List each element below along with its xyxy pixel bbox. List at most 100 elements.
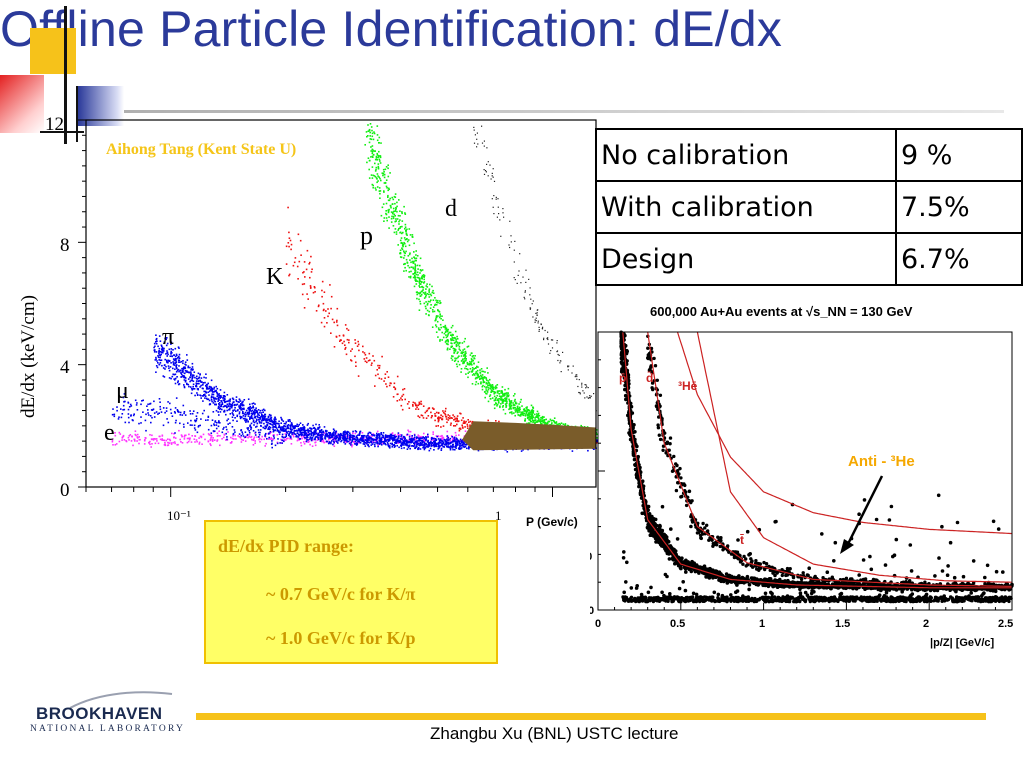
data-point-e bbox=[381, 442, 384, 445]
data-point-K bbox=[354, 355, 356, 358]
data-point-p bbox=[532, 416, 535, 419]
data-point-π bbox=[280, 426, 283, 428]
data-point-π bbox=[413, 439, 415, 441]
data-point-π bbox=[463, 446, 466, 448]
data-point-π bbox=[355, 442, 358, 444]
data-point-e bbox=[201, 443, 203, 445]
data-point-π bbox=[241, 401, 244, 404]
data-point-p bbox=[446, 347, 449, 350]
data-point-p bbox=[444, 331, 447, 333]
data-point-μ bbox=[213, 430, 216, 432]
data-point-e bbox=[334, 434, 337, 436]
data-point-p bbox=[536, 413, 538, 415]
data-point-π bbox=[396, 439, 398, 442]
data-point-π bbox=[155, 356, 157, 359]
data-point-p bbox=[412, 267, 415, 270]
data-point-π bbox=[333, 431, 335, 433]
data-point-π bbox=[571, 450, 574, 452]
data-point-π bbox=[258, 420, 261, 423]
data-point-K bbox=[424, 411, 427, 414]
data-point-p bbox=[439, 302, 442, 304]
data-point-π bbox=[316, 433, 319, 436]
data-point-K bbox=[458, 429, 461, 432]
data-point-π bbox=[457, 439, 460, 442]
data-point-π bbox=[226, 394, 229, 396]
data-point-e bbox=[352, 441, 355, 443]
data-point-π bbox=[203, 390, 205, 393]
data-point-e bbox=[161, 438, 163, 440]
data-point-π bbox=[369, 432, 372, 434]
data-point-π bbox=[350, 436, 352, 439]
data-point-p bbox=[496, 384, 499, 386]
data-point-π bbox=[239, 406, 241, 409]
data-point-e bbox=[154, 442, 157, 445]
data-point-μ bbox=[153, 416, 156, 418]
data-point-e bbox=[149, 440, 151, 443]
data-point-p bbox=[453, 348, 456, 350]
data-point-μ bbox=[269, 430, 272, 433]
data-point-π bbox=[390, 435, 393, 437]
data-point-p bbox=[399, 249, 402, 252]
data-point-π bbox=[273, 418, 275, 420]
data-point-π bbox=[178, 370, 180, 373]
data-point-π bbox=[406, 444, 409, 446]
data-point-K bbox=[420, 400, 422, 403]
data-point-π bbox=[367, 434, 369, 437]
data-point-K bbox=[455, 417, 457, 420]
data-point-π bbox=[283, 425, 285, 427]
data-point-e bbox=[454, 431, 457, 434]
data-point-π bbox=[428, 449, 431, 452]
data-point-p bbox=[417, 268, 419, 270]
data-point-e bbox=[351, 445, 353, 448]
data-point-e bbox=[211, 440, 214, 442]
data-point-π bbox=[402, 444, 405, 446]
data-point-K bbox=[344, 324, 347, 326]
data-point-π bbox=[271, 424, 274, 426]
data-point-π bbox=[400, 442, 403, 445]
data-point-p bbox=[424, 296, 427, 298]
data-point-π bbox=[272, 428, 274, 430]
data-point-p bbox=[439, 300, 441, 302]
data-point-e bbox=[247, 436, 249, 439]
data-point-μ bbox=[234, 417, 236, 419]
data-point-K bbox=[447, 419, 450, 421]
data-point-μ bbox=[217, 425, 220, 428]
data-point-μ bbox=[167, 421, 170, 424]
data-point-e bbox=[136, 433, 139, 436]
data-point-π bbox=[346, 432, 348, 435]
data-point-μ bbox=[244, 436, 246, 438]
data-point-π bbox=[416, 436, 418, 438]
data-point-e bbox=[188, 433, 190, 436]
data-point-p bbox=[441, 339, 443, 341]
data-point-μ bbox=[113, 413, 116, 416]
data-point-π bbox=[212, 391, 215, 393]
data-point-e bbox=[178, 429, 180, 432]
data-point-p bbox=[409, 275, 412, 278]
data-point-π bbox=[387, 436, 389, 438]
data-point-μ bbox=[127, 416, 130, 419]
data-point-π bbox=[218, 406, 220, 409]
data-point-p bbox=[465, 373, 467, 375]
data-point-K bbox=[414, 403, 417, 406]
data-point-e bbox=[111, 440, 114, 443]
data-point-π bbox=[434, 440, 436, 442]
data-point-π bbox=[413, 442, 415, 445]
data-point-π bbox=[254, 417, 256, 419]
data-point-π bbox=[459, 438, 462, 441]
data-point-μ bbox=[223, 426, 225, 429]
data-point-K bbox=[293, 261, 296, 264]
data-point-π bbox=[273, 420, 276, 422]
data-point-π bbox=[332, 438, 334, 441]
data-point-π bbox=[384, 434, 387, 436]
data-point-p bbox=[444, 341, 447, 343]
data-point-e bbox=[447, 437, 449, 440]
data-point-p bbox=[519, 415, 522, 417]
data-point-p bbox=[429, 283, 431, 286]
data-point-p bbox=[398, 220, 400, 223]
data-point-K bbox=[408, 401, 410, 403]
data-point-π bbox=[213, 400, 215, 402]
data-point-K bbox=[364, 360, 367, 363]
data-point-K bbox=[422, 417, 425, 419]
data-point-π bbox=[230, 405, 232, 408]
data-point-π bbox=[453, 445, 455, 448]
